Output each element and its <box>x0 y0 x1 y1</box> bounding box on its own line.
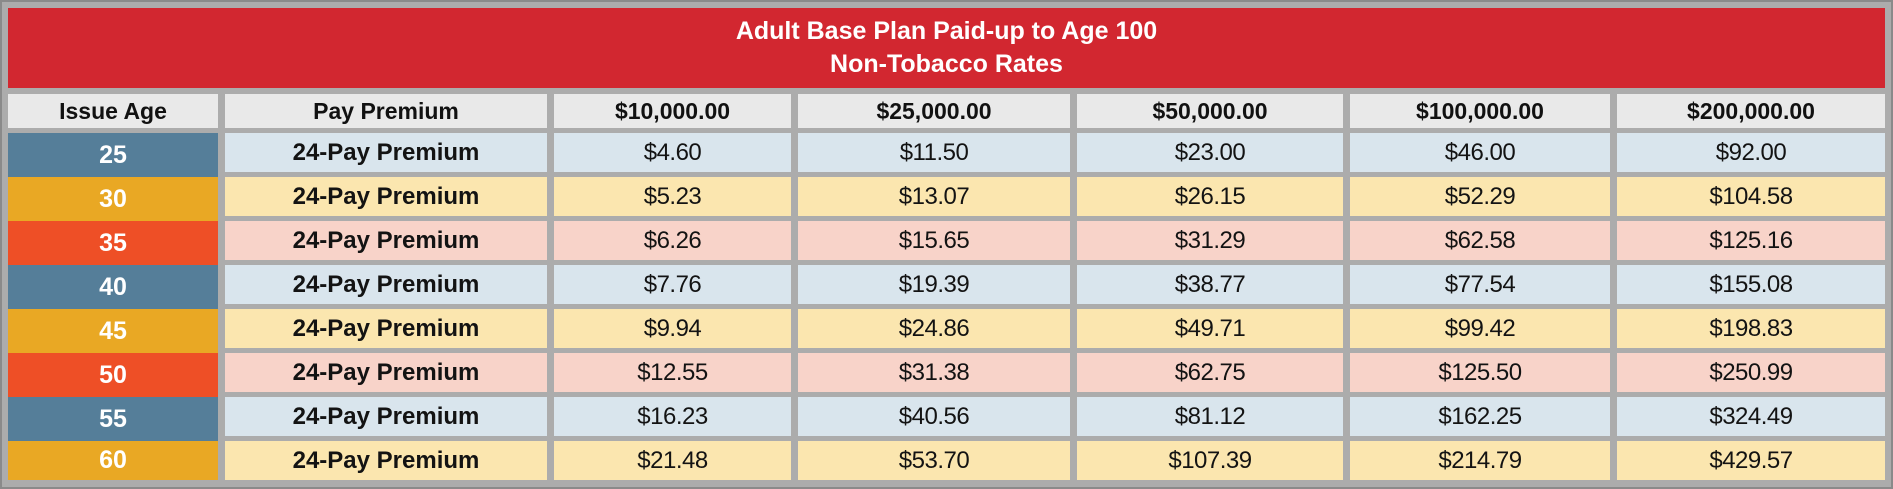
table-row: 50 24-Pay Premium $12.55 $31.38 $62.75 $125.5… <box>8 348 1885 397</box>
table-title-line2: Non-Tobacco Rates <box>830 50 1063 78</box>
rate-value-cell: $21.48 <box>554 441 791 480</box>
rate-value-cell: $125.16 <box>1617 221 1885 260</box>
rate-value-cell: $9.94 <box>554 309 791 348</box>
table-row: 40 24-Pay Premium $7.76 $19.39 $38.77 $77.54 $… <box>8 260 1885 309</box>
rate-value-cell: $12.55 <box>554 353 791 392</box>
issue-age-cell: 60 <box>8 441 218 480</box>
rate-value-cell: $16.23 <box>554 397 791 436</box>
rate-value-cell: $24.86 <box>798 309 1070 348</box>
rate-value-cell: $155.08 <box>1617 265 1885 304</box>
table-title-banner: Adult Base Plan Paid-up to Age 100 Non-T… <box>8 8 1885 88</box>
rate-value-cell: $214.79 <box>1350 441 1610 480</box>
table-title-line1: Adult Base Plan Paid-up to Age 100 <box>735 17 1158 45</box>
issue-age-cell: 40 <box>8 265 218 309</box>
issue-age-cell: 30 <box>8 177 218 221</box>
table-row: 25 24-Pay Premium $4.60 $11.50 $23.00 $46.00 $… <box>8 128 1885 177</box>
rate-value-cell: $11.50 <box>798 133 1070 172</box>
column-header-issue-age: Issue Age <box>8 94 218 128</box>
rate-value-cell: $31.38 <box>798 353 1070 392</box>
column-header-200000: $200,000.00 <box>1617 94 1885 128</box>
rate-value-cell: $52.29 <box>1350 177 1610 216</box>
rate-value-cell: $15.65 <box>798 221 1070 260</box>
rate-value-cell: $6.26 <box>554 221 791 260</box>
rate-value-cell: $324.49 <box>1617 397 1885 436</box>
rate-value-cell: $62.75 <box>1077 353 1343 392</box>
rate-value-cell: $104.58 <box>1617 177 1885 216</box>
issue-age-cell: 25 <box>8 133 218 177</box>
rate-value-cell: $7.76 <box>554 265 791 304</box>
pay-premium-cell: 24-Pay Premium <box>225 265 547 304</box>
rate-value-cell: $4.60 <box>554 133 791 172</box>
rate-value-cell: $49.71 <box>1077 309 1343 348</box>
pay-premium-cell: 24-Pay Premium <box>225 441 547 480</box>
rate-value-cell: $92.00 <box>1617 133 1885 172</box>
rate-value-cell: $26.15 <box>1077 177 1343 216</box>
table-body: 25 24-Pay Premium $4.60 $11.50 $23.00 $46.00 $… <box>8 128 1885 480</box>
pay-premium-cell: 24-Pay Premium <box>225 221 547 260</box>
table-row: 30 24-Pay Premium $5.23 $13.07 $26.15 $52.29 $… <box>8 172 1885 221</box>
column-header-10000: $10,000.00 <box>554 94 791 128</box>
issue-age-cell: 45 <box>8 309 218 353</box>
rate-value-cell: $77.54 <box>1350 265 1610 304</box>
column-header-pay-premium: Pay Premium <box>225 94 547 128</box>
column-header-25000: $25,000.00 <box>798 94 1070 128</box>
table-row: 35 24-Pay Premium $6.26 $15.65 $31.29 $62.58 $… <box>8 216 1885 265</box>
rate-value-cell: $19.39 <box>798 265 1070 304</box>
rate-value-cell: $250.99 <box>1617 353 1885 392</box>
issue-age-cell: 50 <box>8 353 218 397</box>
table-header-row: Issue Age Pay Premium $10,000.00 $25,000… <box>8 94 1885 128</box>
pay-premium-cell: 24-Pay Premium <box>225 397 547 436</box>
rate-value-cell: $125.50 <box>1350 353 1610 392</box>
rate-value-cell: $23.00 <box>1077 133 1343 172</box>
issue-age-cell: 55 <box>8 397 218 441</box>
rate-value-cell: $40.56 <box>798 397 1070 436</box>
pay-premium-cell: 24-Pay Premium <box>225 353 547 392</box>
table-row: 55 24-Pay Premium $16.23 $40.56 $81.12 $162.2… <box>8 392 1885 441</box>
rate-value-cell: $5.23 <box>554 177 791 216</box>
rate-value-cell: $38.77 <box>1077 265 1343 304</box>
pay-premium-cell: 24-Pay Premium <box>225 177 547 216</box>
rate-value-cell: $31.29 <box>1077 221 1343 260</box>
column-header-50000: $50,000.00 <box>1077 94 1343 128</box>
rate-value-cell: $81.12 <box>1077 397 1343 436</box>
rate-value-cell: $99.42 <box>1350 309 1610 348</box>
column-header-100000: $100,000.00 <box>1350 94 1610 128</box>
issue-age-cell: 35 <box>8 221 218 265</box>
pay-premium-cell: 24-Pay Premium <box>225 133 547 172</box>
table-row: 45 24-Pay Premium $9.94 $24.86 $49.71 $99.42 $… <box>8 304 1885 353</box>
rate-value-cell: $13.07 <box>798 177 1070 216</box>
table-row: 60 24-Pay Premium $21.48 $53.70 $107.39 $214.… <box>8 436 1885 480</box>
rate-value-cell: $162.25 <box>1350 397 1610 436</box>
pay-premium-cell: 24-Pay Premium <box>225 309 547 348</box>
rate-value-cell: $107.39 <box>1077 441 1343 480</box>
rate-value-cell: $53.70 <box>798 441 1070 480</box>
rate-value-cell: $46.00 <box>1350 133 1610 172</box>
rate-value-cell: $62.58 <box>1350 221 1610 260</box>
rate-value-cell: $429.57 <box>1617 441 1885 480</box>
rate-value-cell: $198.83 <box>1617 309 1885 348</box>
